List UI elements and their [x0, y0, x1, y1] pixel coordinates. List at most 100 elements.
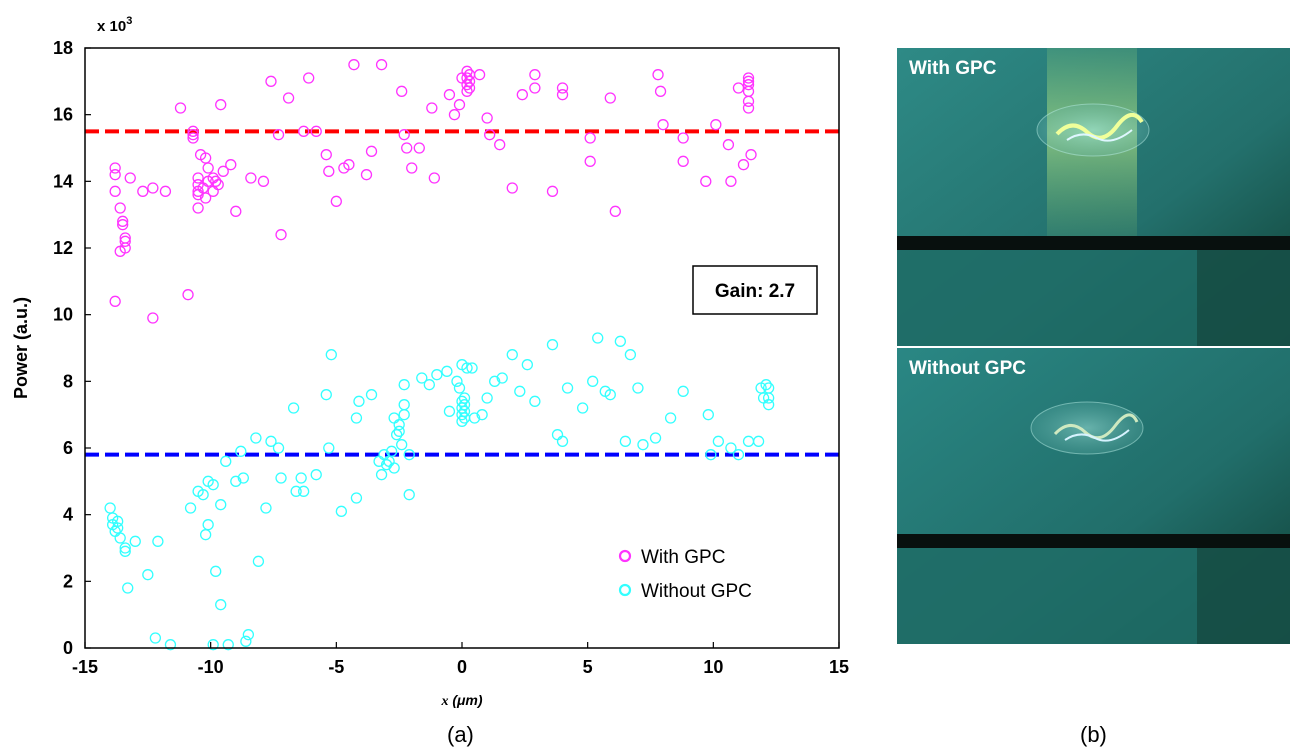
point-series-2	[109, 525, 121, 537]
point-series-1	[174, 102, 187, 114]
point-series-2	[496, 372, 508, 384]
y-tick-label: 8	[63, 371, 73, 391]
point-series-2	[323, 442, 335, 454]
point-series-2	[561, 382, 574, 394]
point-series-1	[700, 175, 712, 187]
point-series-1	[137, 185, 149, 197]
point-series-2	[222, 639, 234, 651]
point-series-2	[199, 529, 212, 541]
point-series-2	[393, 419, 405, 431]
point-series-2	[451, 375, 463, 387]
point-series-1	[192, 172, 204, 184]
point-series-1	[742, 79, 755, 91]
point-series-2	[458, 392, 471, 404]
point-series-1	[210, 175, 222, 187]
photo-with-gpc-label: With GPC	[909, 58, 997, 79]
point-series-2	[431, 369, 443, 381]
point-series-1	[348, 59, 360, 71]
point-series-2	[423, 379, 435, 391]
legend: With GPC Without GPC	[618, 547, 752, 602]
point-series-1	[609, 205, 621, 217]
y-tick-label: 2	[63, 571, 73, 591]
point-series-1	[516, 89, 528, 101]
point-series-1	[159, 185, 172, 197]
point-series-1	[742, 72, 755, 84]
point-series-2	[466, 362, 478, 374]
point-series-1	[310, 125, 322, 137]
y-axis-label: Power (a.u.)	[11, 297, 31, 399]
point-series-2	[551, 429, 564, 441]
point-series-1	[298, 125, 310, 137]
point-series-1	[117, 219, 129, 231]
point-series-1	[481, 112, 493, 124]
legend-label-1: With GPC	[641, 547, 725, 568]
x-tick-label: -10	[198, 657, 224, 677]
point-series-1	[257, 175, 270, 187]
point-series-2	[152, 535, 164, 547]
point-series-2	[114, 532, 126, 544]
point-series-1	[657, 119, 669, 131]
point-series-1	[529, 69, 541, 81]
point-series-2	[202, 519, 214, 531]
point-series-2	[677, 385, 689, 397]
point-series-1	[413, 142, 425, 154]
point-series-2	[762, 382, 775, 394]
point-series-1	[192, 202, 204, 214]
point-series-1	[406, 162, 418, 174]
point-series-1	[742, 75, 755, 87]
y-tick-label: 18	[53, 38, 73, 58]
point-series-2	[416, 372, 428, 384]
point-series-1	[529, 82, 541, 94]
point-series-2	[164, 639, 177, 651]
point-series-1	[303, 72, 315, 84]
point-series-1	[725, 175, 737, 187]
point-series-1	[604, 92, 616, 104]
point-series-1	[506, 182, 518, 194]
photo-with-gpc-image	[897, 48, 1290, 346]
point-series-2	[468, 412, 481, 424]
point-series-1	[483, 129, 496, 141]
point-series-2	[350, 412, 363, 424]
point-series-2	[265, 435, 277, 447]
legend-label-2: Without GPC	[641, 581, 752, 602]
point-series-2	[290, 485, 302, 497]
point-series-1	[463, 75, 476, 87]
point-series-2	[712, 435, 725, 447]
point-series-2	[220, 455, 232, 467]
point-series-2	[298, 485, 310, 497]
point-series-1	[732, 82, 745, 94]
point-series-1	[109, 185, 121, 197]
point-series-1	[398, 129, 410, 141]
point-series-2	[637, 439, 649, 451]
point-series-2	[702, 409, 714, 421]
point-series-1	[320, 149, 332, 161]
point-series-1	[360, 169, 373, 181]
point-series-2	[104, 502, 116, 514]
point-series-2	[122, 582, 134, 594]
point-series-1	[147, 312, 159, 324]
x-tick-label: 15	[829, 657, 849, 677]
point-series-2	[235, 445, 247, 457]
point-series-2	[365, 389, 378, 401]
point-series-1	[245, 172, 257, 184]
point-series-1	[187, 129, 199, 141]
point-series-2	[762, 399, 775, 411]
point-series-2	[461, 362, 473, 374]
point-series-2	[353, 395, 365, 407]
axis-ticks: -15 -10 -5 0 5 10 15 0 2 4 6 8 10 12 14 16 18	[53, 38, 849, 677]
point-series-2	[506, 349, 518, 361]
point-series-1	[584, 132, 596, 144]
point-series-2	[325, 349, 337, 361]
point-series-1	[215, 99, 227, 111]
x-tick-label: 10	[703, 657, 723, 677]
point-series-1	[722, 139, 735, 151]
point-series-2	[375, 469, 388, 481]
point-series-1	[282, 92, 295, 104]
x-tick-label: 5	[583, 657, 593, 677]
y-tick-label: 16	[53, 105, 73, 125]
point-series-2	[310, 469, 322, 481]
point-series-2	[272, 442, 285, 454]
point-series-2	[481, 392, 493, 404]
point-series-1	[114, 202, 126, 214]
point-series-2	[210, 565, 222, 577]
